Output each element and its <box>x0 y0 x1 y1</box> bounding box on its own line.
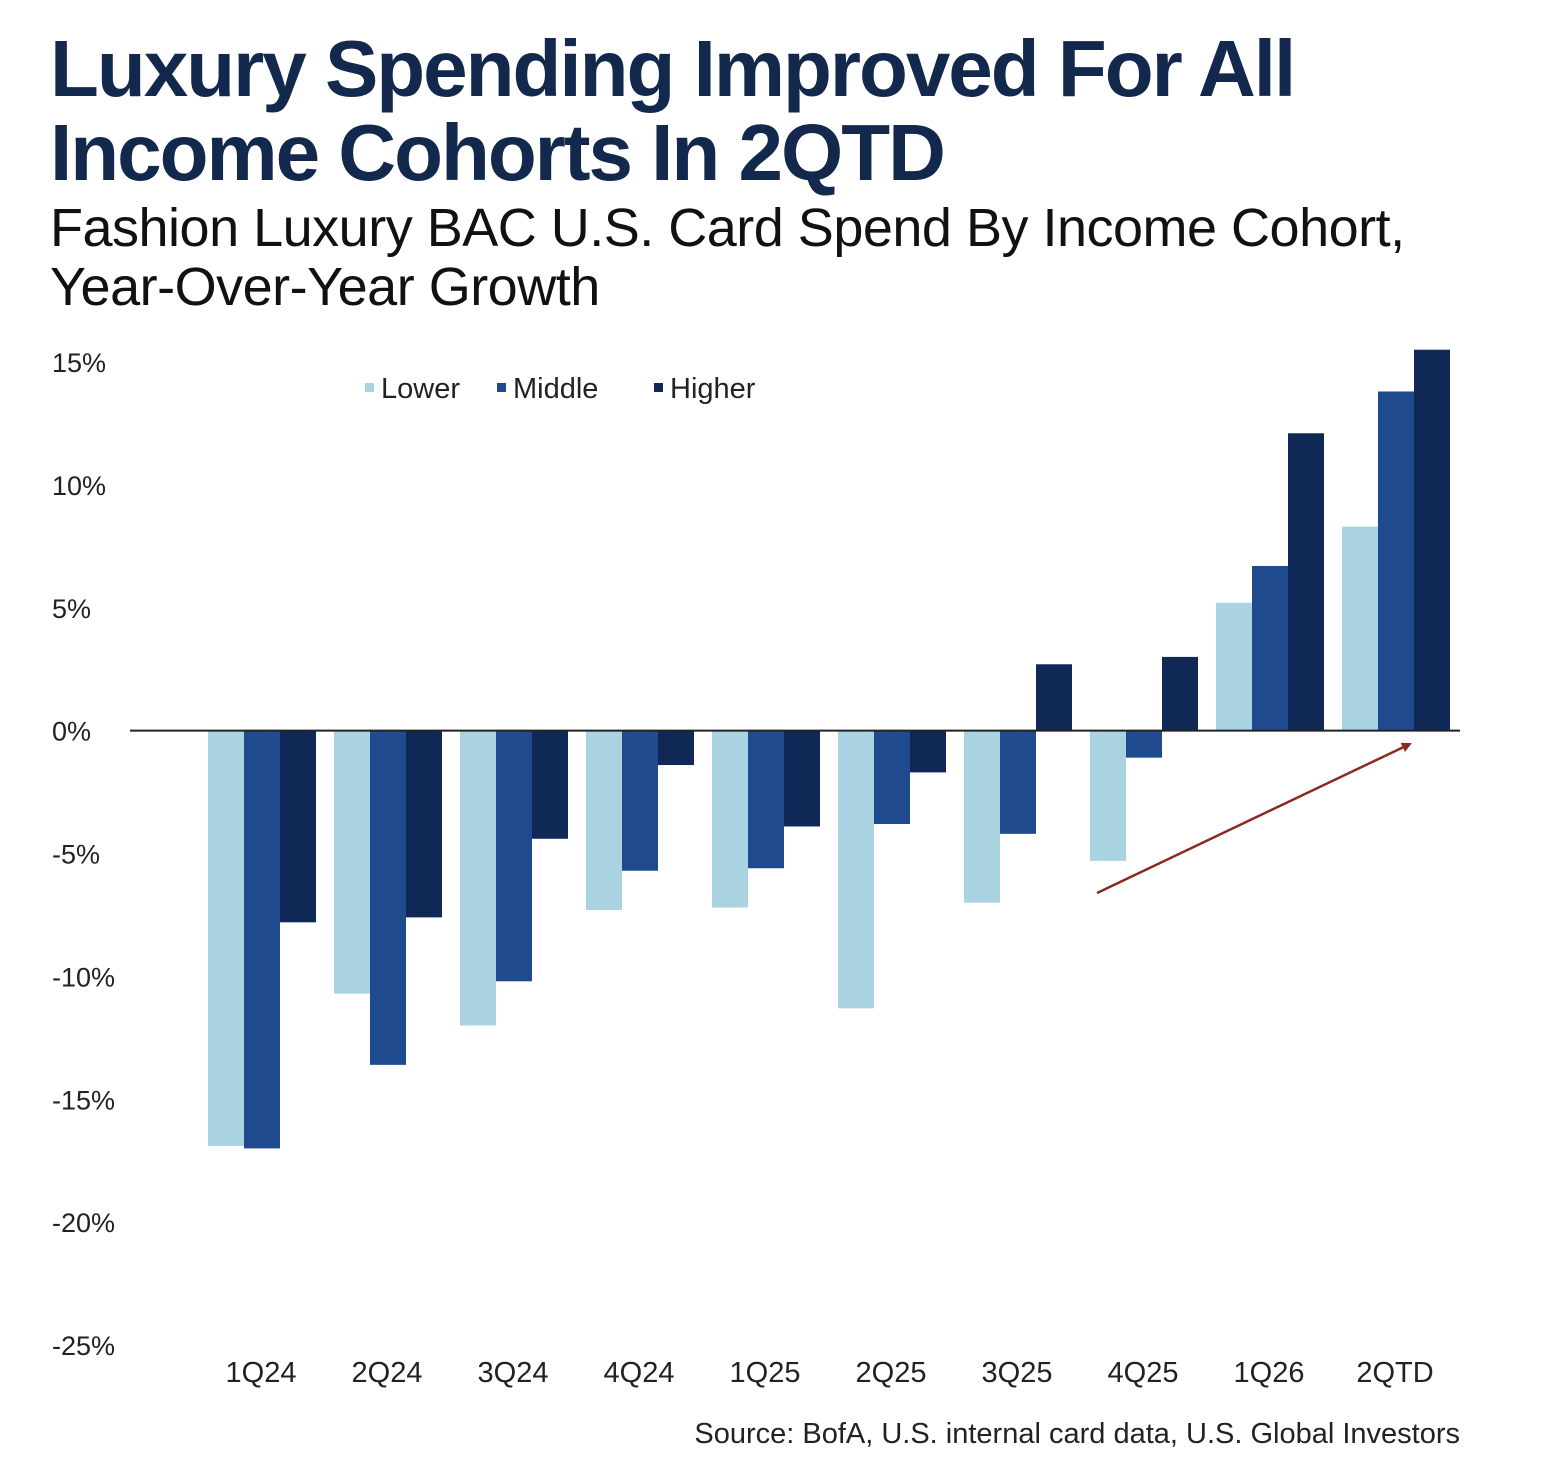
bar-higher-3q25 <box>1036 664 1072 731</box>
source-note: Source: BofA, U.S. internal card data, U… <box>694 1418 1460 1450</box>
x-tick-label: 3Q25 <box>982 1357 1053 1389</box>
bar-lower-3q24 <box>460 730 496 1026</box>
bar-lower-1q26 <box>1216 602 1252 731</box>
bar-middle-1q24 <box>244 730 280 1149</box>
bar-higher-4q25 <box>1162 656 1198 731</box>
y-tick-label: -25% <box>52 1331 115 1361</box>
x-tick-label: 1Q24 <box>226 1357 297 1389</box>
bar-higher-1q26 <box>1288 433 1324 731</box>
chart-title-line-2: Income Cohorts In 2QTD <box>50 108 944 197</box>
legend-label-higher: Higher <box>670 373 756 405</box>
bar-higher-2q25 <box>910 730 946 773</box>
bar-middle-2qtd <box>1378 391 1414 731</box>
y-tick-label: 10% <box>52 471 106 501</box>
legend-label-middle: Middle <box>513 373 598 405</box>
bar-higher-2q24 <box>406 730 442 918</box>
bar-middle-4q24 <box>622 730 658 871</box>
y-tick-label: 15% <box>52 348 106 378</box>
bar-middle-2q25 <box>874 730 910 825</box>
legend-label-lower: Lower <box>381 373 460 405</box>
x-tick-label: 3Q24 <box>478 1357 549 1389</box>
bar-lower-1q25 <box>712 730 748 908</box>
x-tick-label: 1Q26 <box>1234 1357 1305 1389</box>
bar-middle-3q24 <box>496 730 532 982</box>
x-tick-label: 4Q25 <box>1108 1357 1179 1389</box>
bar-lower-2q24 <box>334 730 370 994</box>
bars <box>208 349 1450 1149</box>
bar-higher-1q25 <box>784 730 820 827</box>
legend: Lower Middle Higher <box>365 373 756 405</box>
legend-swatch-higher <box>654 383 663 392</box>
chart-subtitle-line-1: Fashion Luxury BAC U.S. Card Spend By In… <box>50 198 1405 258</box>
bar-middle-2q24 <box>370 730 406 1065</box>
bar-lower-4q25 <box>1090 730 1126 861</box>
bar-middle-4q25 <box>1126 730 1162 758</box>
x-axis: 1Q24 2Q24 3Q24 4Q24 1Q25 2Q25 3Q25 4Q25 1Q26 2QTD <box>226 1357 1434 1389</box>
y-tick-label: -20% <box>52 1208 115 1238</box>
bar-lower-1q24 <box>208 730 244 1146</box>
y-tick-label: -5% <box>52 840 100 870</box>
y-axis: 15% 10% 5% 0% -5% -10% -15% -20% -25% <box>52 348 115 1361</box>
x-tick-label: 4Q24 <box>604 1357 675 1389</box>
x-tick-label: 2QTD <box>1356 1357 1433 1389</box>
bar-higher-2qtd <box>1414 349 1450 731</box>
x-tick-label: 1Q25 <box>730 1357 801 1389</box>
legend-swatch-lower <box>365 383 374 392</box>
y-tick-label: -10% <box>52 962 115 992</box>
x-tick-label: 2Q25 <box>856 1357 927 1389</box>
bar-lower-2qtd <box>1342 526 1378 731</box>
bar-lower-2q25 <box>838 730 874 1009</box>
bar-middle-1q26 <box>1252 565 1288 731</box>
chart-subtitle-line-2: Year-Over-Year Growth <box>50 257 600 317</box>
legend-swatch-middle <box>497 383 506 392</box>
bar-higher-1q24 <box>280 730 316 923</box>
y-tick-label: 5% <box>52 594 91 624</box>
chart-title-line-1: Luxury Spending Improved For All <box>50 24 1294 113</box>
bar-middle-3q25 <box>1000 730 1036 834</box>
bar-middle-1q25 <box>748 730 784 869</box>
bar-higher-3q24 <box>532 730 568 839</box>
x-tick-label: 2Q24 <box>352 1357 423 1389</box>
y-tick-label: -15% <box>52 1085 115 1115</box>
bar-lower-3q25 <box>964 730 1000 903</box>
bar-lower-4q24 <box>586 730 622 911</box>
y-tick-label: 0% <box>52 717 91 747</box>
trend-arrow <box>1096 742 1412 895</box>
bar-higher-4q24 <box>658 730 694 766</box>
